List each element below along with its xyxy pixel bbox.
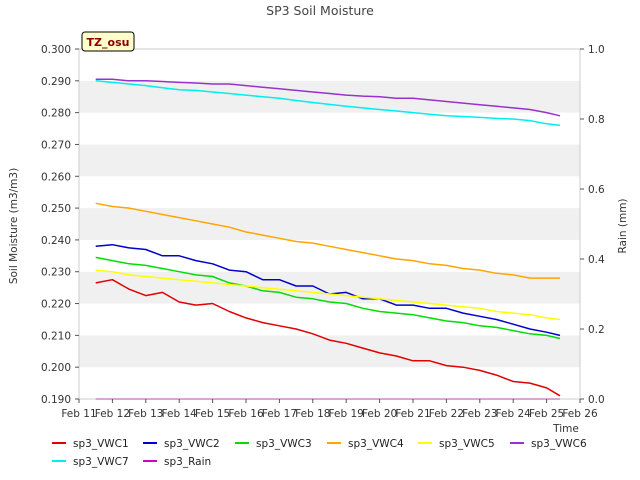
y-tick-label: 0.260 bbox=[41, 171, 71, 183]
x-tick-label: Feb 11 bbox=[61, 408, 96, 420]
legend-label: sp3_VWC6 bbox=[531, 438, 587, 450]
y-tick-label: 0.210 bbox=[41, 330, 71, 342]
grid-band bbox=[79, 144, 580, 177]
grid-band bbox=[79, 271, 580, 304]
legend-item: sp3_VWC4 bbox=[327, 438, 404, 450]
y2-axis-title: Rain (mm) bbox=[617, 198, 629, 253]
legend-item: sp3_Rain bbox=[143, 456, 211, 468]
y2-tick-label: 0.6 bbox=[588, 184, 605, 196]
legend-item: sp3_VWC6 bbox=[510, 438, 587, 450]
grid-band bbox=[79, 176, 580, 209]
y-tick-label: 0.300 bbox=[41, 44, 71, 56]
grid-band bbox=[79, 80, 580, 113]
legend-label: sp3_VWC3 bbox=[256, 438, 312, 450]
legend-label: sp3_VWC2 bbox=[164, 438, 220, 450]
legend-item: sp3_VWC7 bbox=[52, 456, 129, 468]
y-tick-label: 0.200 bbox=[41, 362, 71, 374]
legend-item: sp3_VWC3 bbox=[235, 438, 312, 450]
series-line-sp3-vwc5 bbox=[95, 269, 561, 321]
x-tick-label: Feb 17 bbox=[262, 408, 297, 420]
y-axis-left: 0.190 0.200 0.210 0.220 0.230 0.240 0.250 0.260… bbox=[41, 44, 79, 406]
series-line-sp3-vwc6 bbox=[95, 78, 561, 117]
legend-item: sp3_VWC1 bbox=[52, 438, 129, 450]
legend-item: sp3_VWC2 bbox=[143, 438, 220, 450]
chart-title: SP3 Soil Moisture bbox=[266, 3, 374, 18]
y2-tick-label: 0.0 bbox=[588, 394, 605, 406]
y-tick-label: 0.290 bbox=[41, 76, 71, 88]
legend-item: sp3_VWC5 bbox=[418, 438, 495, 450]
site-tag: TZ_osu bbox=[81, 31, 135, 52]
series-line-sp3-vwc3 bbox=[95, 256, 561, 340]
x-tick-label: Feb 14 bbox=[162, 408, 198, 420]
y-tick-label: 0.270 bbox=[41, 139, 71, 151]
legend-label: sp3_VWC1 bbox=[73, 438, 129, 450]
y-tick-label: 0.230 bbox=[41, 267, 71, 279]
series-line-sp3-vwc7 bbox=[95, 80, 561, 127]
x-tick-label: Feb 25 bbox=[529, 408, 564, 420]
legend-label: sp3_VWC7 bbox=[73, 456, 129, 468]
x-tick-label: Feb 19 bbox=[329, 408, 364, 420]
grid-band bbox=[79, 367, 580, 399]
grid-band bbox=[79, 208, 580, 240]
x-tick-label: Feb 13 bbox=[128, 408, 163, 420]
y-tick-label: 0.240 bbox=[41, 235, 71, 247]
x-tick-label: Feb 20 bbox=[362, 408, 397, 420]
y-axis-right: 0.0 0.2 0.4 0.6 0.8 1.0 bbox=[580, 44, 605, 406]
x-tick-label: Feb 21 bbox=[395, 408, 430, 420]
x-tick-label: Feb 22 bbox=[429, 408, 464, 420]
plot-background-bands bbox=[79, 49, 580, 399]
legend-label: sp3_Rain bbox=[164, 456, 211, 468]
grid-band bbox=[79, 303, 580, 336]
y2-tick-label: 1.0 bbox=[588, 44, 605, 56]
site-tag-label: TZ_osu bbox=[87, 36, 130, 49]
x-tick-label: Feb 12 bbox=[95, 408, 130, 420]
plot-frame bbox=[78, 48, 581, 400]
series-line-sp3-vwc1 bbox=[95, 278, 561, 397]
x-tick-label: Feb 26 bbox=[562, 408, 598, 420]
legend-label: sp3_VWC5 bbox=[439, 438, 495, 450]
y-axis-title: Soil Moisture (m3/m3) bbox=[8, 168, 20, 284]
y2-tick-label: 0.8 bbox=[588, 114, 605, 126]
grid-band bbox=[79, 49, 580, 81]
x-tick-label: Feb 16 bbox=[228, 408, 264, 420]
x-tick-label: Feb 15 bbox=[195, 408, 230, 420]
legend: sp3_VWC1 sp3_VWC2 sp3_VWC3 sp3_VWC4 sp3_VWC5… bbox=[52, 438, 587, 468]
series-line-sp3-vwc4 bbox=[95, 202, 560, 279]
y2-tick-label: 0.2 bbox=[588, 324, 605, 336]
y-tick-label: 0.190 bbox=[41, 394, 71, 406]
legend-label: sp3_VWC4 bbox=[348, 438, 404, 450]
x-tick-label: Feb 18 bbox=[295, 408, 330, 420]
y-tick-label: 0.250 bbox=[41, 203, 71, 215]
y2-tick-label: 0.4 bbox=[588, 254, 605, 266]
y-tick-label: 0.280 bbox=[41, 108, 71, 120]
x-tick-label: Feb 23 bbox=[462, 408, 497, 420]
x-tick-label: Feb 24 bbox=[496, 408, 532, 420]
grid-band bbox=[79, 112, 580, 145]
y-tick-label: 0.220 bbox=[41, 299, 71, 311]
x-axis-title: Time bbox=[552, 423, 579, 435]
